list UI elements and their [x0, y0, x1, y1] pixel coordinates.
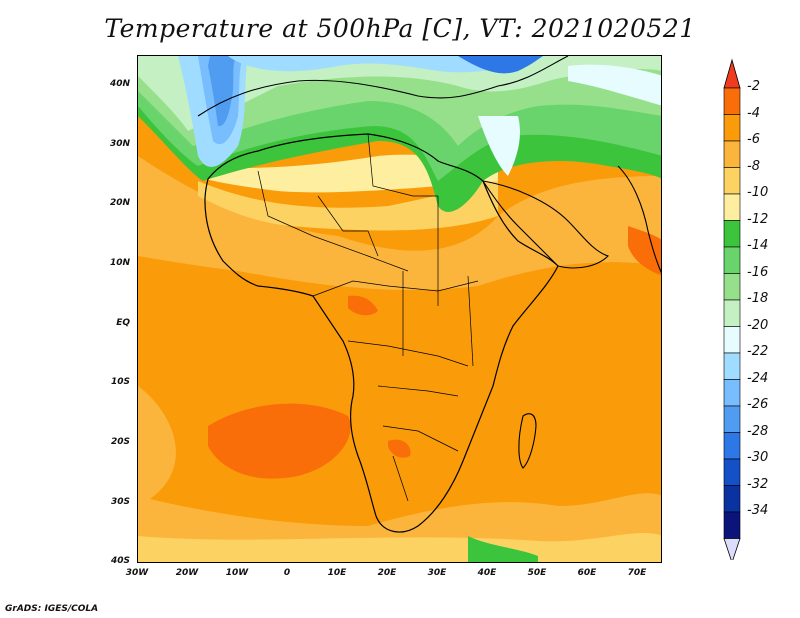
colorbar-segment [723, 220, 741, 248]
field-minus-4-southern-africa [388, 439, 411, 458]
field-minus-20-levant [478, 116, 520, 176]
lon-tick-label: 50E [527, 568, 547, 578]
colorbar-bottom-arrow [723, 538, 741, 560]
colorbar-segment [723, 485, 741, 513]
colorbar-label: -16 [747, 264, 769, 280]
lon-tick-label: 60E [577, 568, 597, 578]
lon-tick-label: 0 [283, 568, 291, 578]
colorbar-segment [723, 246, 741, 274]
colorbar-segment [723, 432, 741, 460]
colorbar-label: -28 [747, 423, 769, 439]
madagascar-coastline [518, 413, 537, 469]
colorbar-label: -26 [747, 397, 769, 412]
field-minus-26-west-trough [208, 56, 236, 127]
colorbar-label: -6 [747, 132, 760, 147]
colorbar-label: -14 [747, 238, 769, 253]
lon-tick-label: 40E [477, 568, 497, 578]
lat-tick-label: 40S [110, 556, 130, 566]
colorbar-segment [723, 87, 741, 115]
map-plot-area [137, 55, 662, 563]
colorbar-label: -4 [747, 105, 760, 121]
field-minus-20-band [138, 56, 661, 131]
field-minus-8-sw [138, 386, 176, 506]
lon-tick-label: 70E [627, 568, 647, 578]
field-minus-14-south-patch [468, 536, 538, 562]
lat-tick-label: 40N [109, 79, 130, 89]
colorbar-label: -34 [747, 503, 769, 518]
lat-tick-label: 20S [110, 437, 130, 447]
lon-tick-label: 20E [377, 568, 397, 578]
field-minus-10-north [198, 176, 498, 231]
colorbar-segment [723, 114, 741, 142]
field-minus-4-central-africa [348, 295, 378, 316]
temperature-field-map [138, 56, 661, 562]
lat-tick-label: 10N [109, 258, 130, 268]
colorbar-label: -2 [747, 79, 760, 94]
field-minus-20-ne [568, 64, 661, 106]
colorbar-label: -24 [747, 370, 769, 386]
india-coastline [617, 165, 661, 274]
colorbar-segment [723, 299, 741, 327]
europe-coastline [197, 56, 569, 117]
colorbar-top-arrow [723, 58, 741, 89]
colorbar-label: -18 [747, 291, 769, 306]
lat-tick-label: 30S [110, 497, 130, 507]
colorbar-segment [723, 379, 741, 407]
field-minus-4-indian-ocean [628, 226, 661, 276]
country-borders [257, 133, 479, 502]
lat-tick-label: 30N [109, 139, 130, 149]
lat-tick-label: EQ [116, 318, 130, 328]
colorbar-label: -22 [747, 344, 769, 359]
colorbar-segment [723, 140, 741, 168]
colorbar-segment [723, 352, 741, 380]
colorbar-segment [723, 511, 741, 539]
colorbar-segment [723, 193, 741, 221]
field-minus-8-north [138, 156, 661, 290]
colorbar-segment [723, 273, 741, 301]
colorbar-label: -12 [747, 211, 769, 227]
colorbar-segment [723, 167, 741, 195]
field-minus-22-med [228, 56, 538, 73]
colorbar-segment [723, 458, 741, 486]
lat-tick-label: 10S [110, 377, 130, 387]
arabian-peninsula-coastline [481, 180, 610, 269]
colorbar [723, 58, 741, 560]
lon-tick-label: 10W [225, 568, 249, 578]
colorbar-label: -30 [747, 450, 769, 465]
field-minus-12-north [198, 154, 498, 193]
africa-coastline [204, 133, 559, 533]
colorbar-label: -32 [747, 476, 769, 492]
map-title: Temperature at 500hPa [C], VT: 202102052… [104, 14, 696, 43]
colorbar-label: -8 [747, 158, 760, 174]
lon-tick-label: 10E [327, 568, 347, 578]
colorbar-label: -10 [747, 185, 769, 200]
footer-credit: GrADS: IGES/COLA [5, 604, 99, 614]
colorbar-segment [723, 326, 741, 354]
colorbar-segment [723, 405, 741, 433]
lon-tick-label: 20W [175, 568, 199, 578]
lon-tick-label: 30W [125, 568, 149, 578]
lon-tick-label: 30E [427, 568, 447, 578]
field-minus-4-south-atlantic [208, 403, 351, 479]
colorbar-label: -20 [747, 317, 769, 333]
lat-tick-label: 20N [109, 198, 130, 208]
field-minus-30-med [458, 56, 543, 74]
